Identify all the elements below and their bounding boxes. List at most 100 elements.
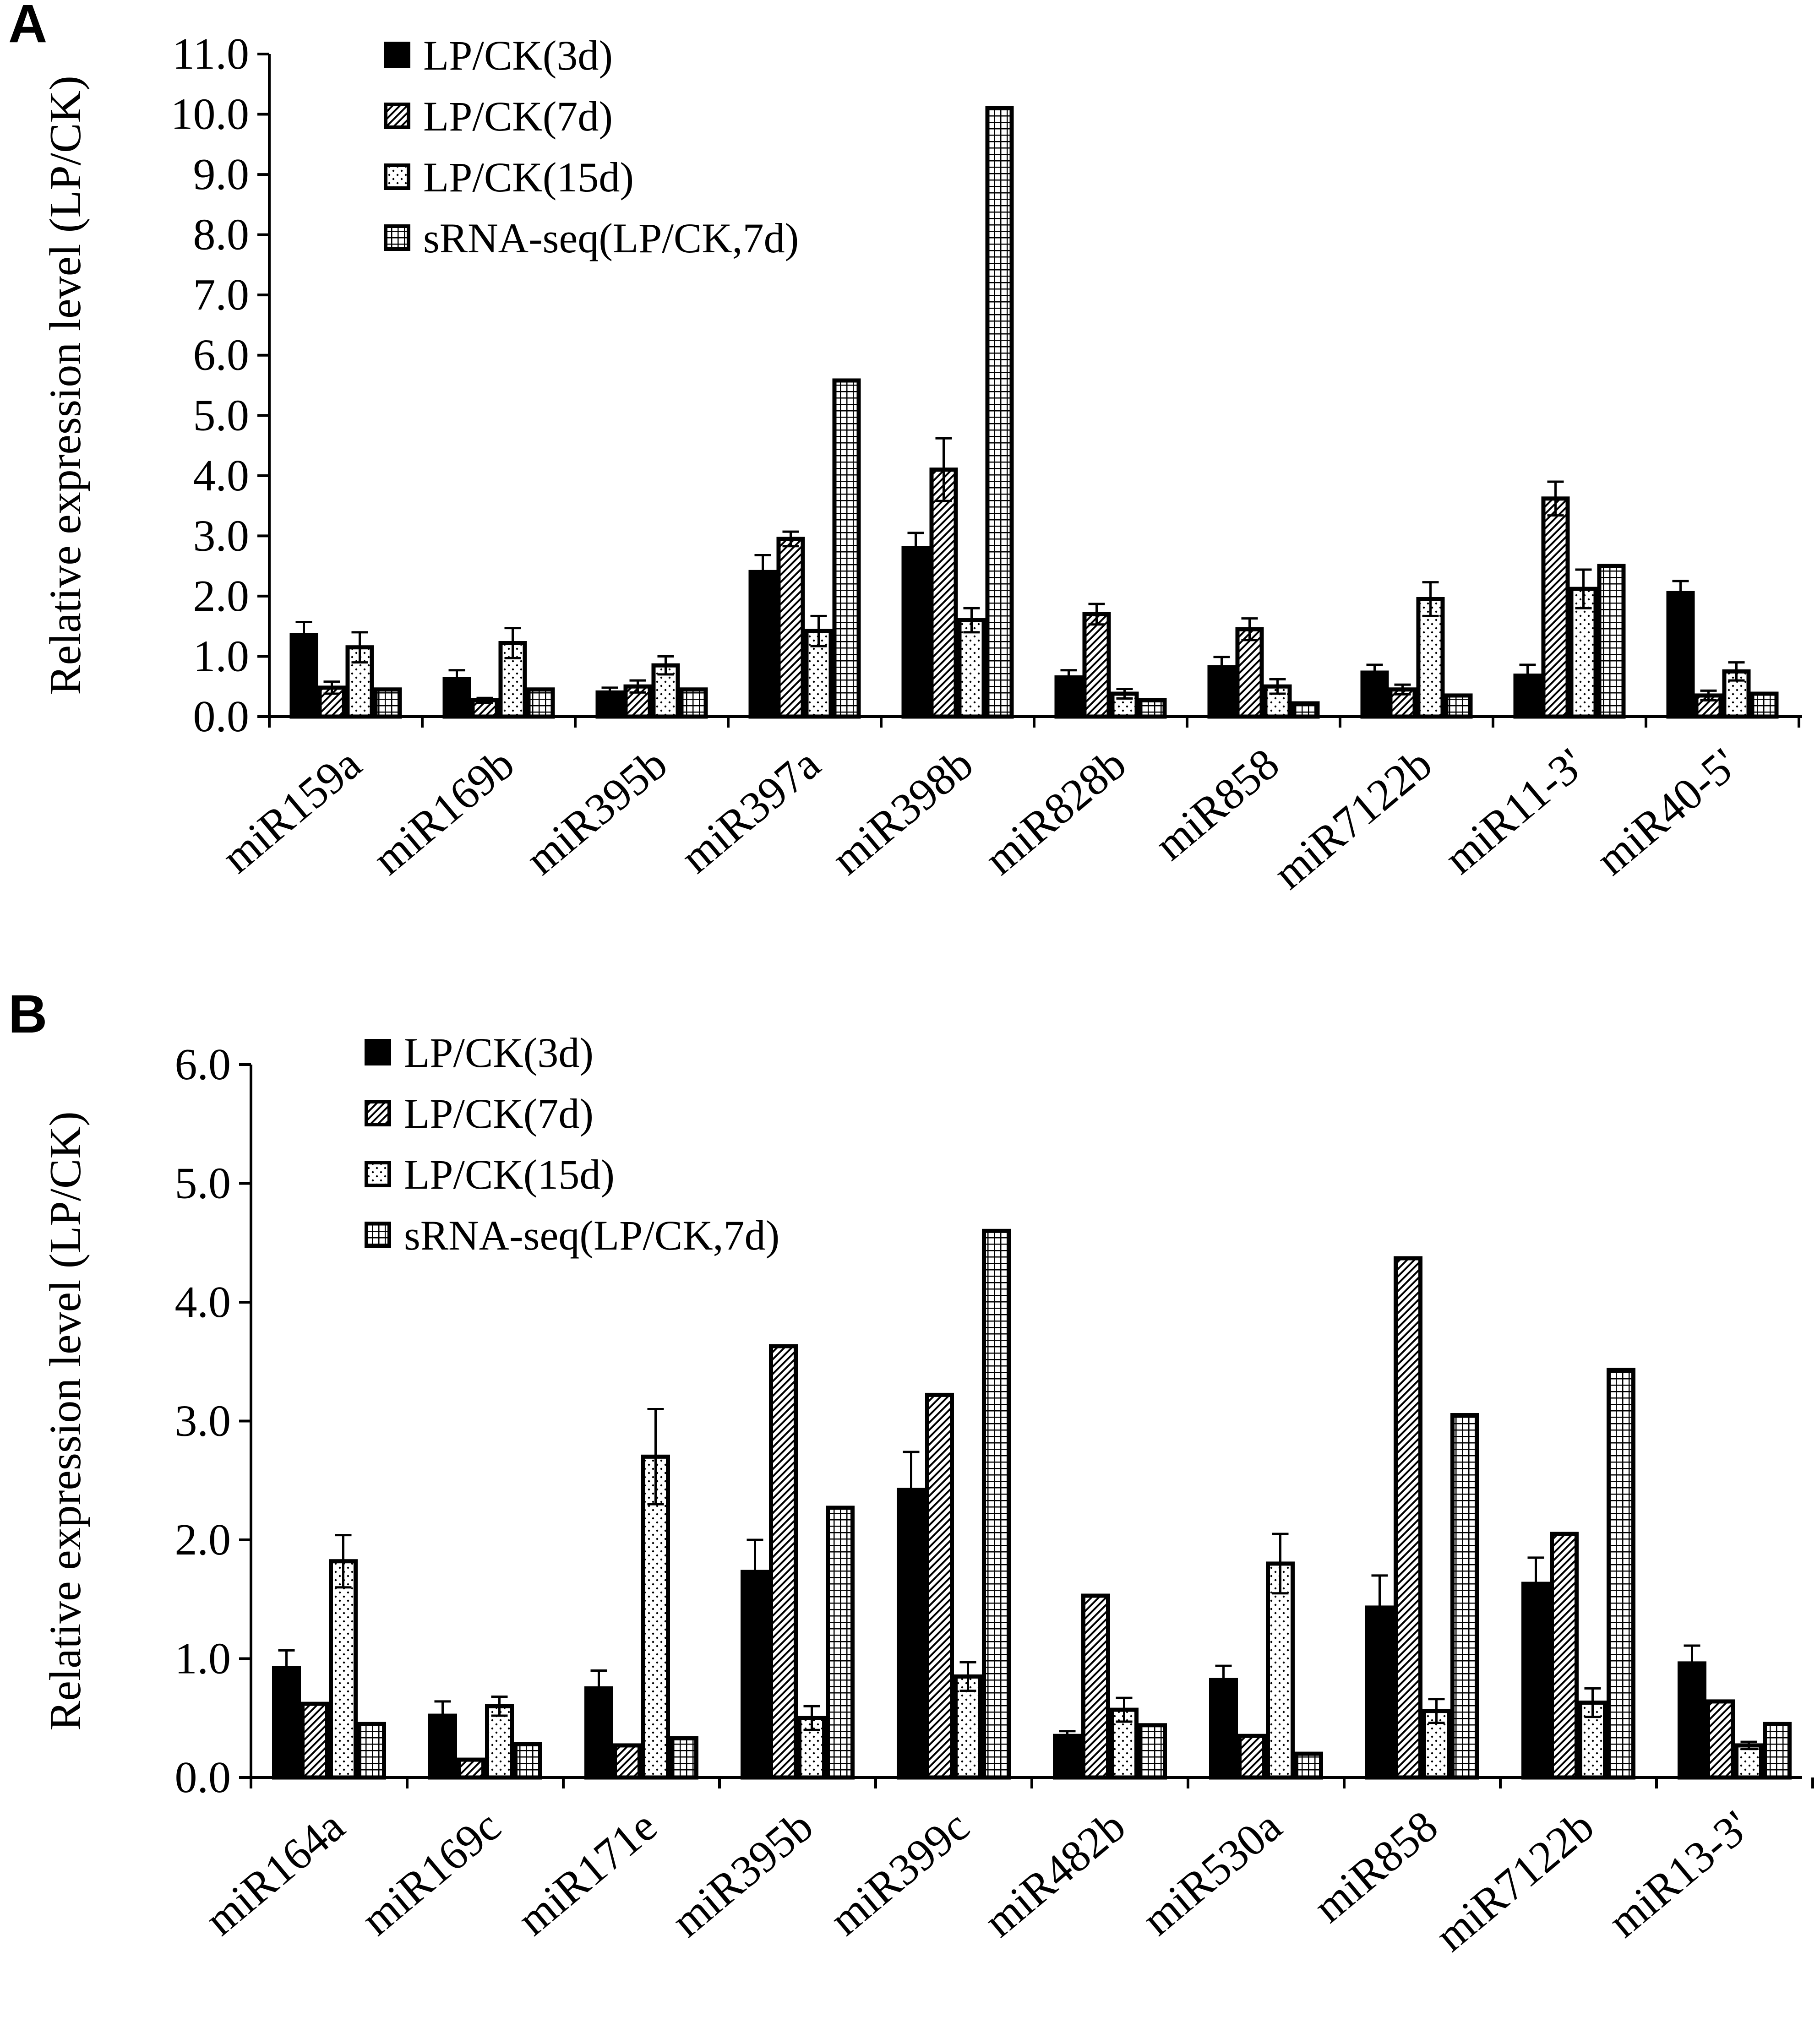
y-tick-label: 4.0	[175, 1277, 231, 1327]
bar-grid	[832, 378, 861, 719]
bar-grid	[1597, 564, 1626, 719]
legend-swatch-diagonal	[384, 103, 410, 129]
y-tick-label: 6.0	[193, 331, 250, 380]
y-tick-label: 5.0	[193, 391, 250, 440]
legend-label: sRNA-seq(LP/CK,7d)	[423, 215, 799, 261]
legend-swatch-dotted	[365, 1161, 391, 1187]
bar-solid	[1209, 1678, 1238, 1780]
bar-grid	[1444, 693, 1473, 719]
category-label: miR399c	[821, 1801, 979, 1945]
legend-swatch-grid	[365, 1222, 391, 1248]
bar-solid	[1521, 1582, 1550, 1780]
y-axis-title: Relative expression level (LP/CK)	[41, 76, 90, 695]
legend-swatch-dotted	[384, 163, 410, 190]
category-label: miR828b	[975, 739, 1135, 884]
y-tick-label: 10.0	[171, 90, 250, 139]
category-label: miR482b	[975, 1801, 1135, 1946]
category-label: miR169b	[364, 739, 523, 884]
bar-diagonal	[769, 1344, 798, 1780]
category-label: miR171e	[508, 1801, 666, 1945]
legend-label: LP/CK(3d)	[423, 32, 613, 79]
bar-solid	[897, 1488, 926, 1780]
legend-label: LP/CK(3d)	[404, 1029, 594, 1076]
y-tick-label: 0.0	[193, 692, 250, 741]
y-tick-label: 8.0	[193, 210, 250, 260]
legend-label: sRNA-seq(LP/CK,7d)	[404, 1212, 779, 1259]
legend-swatch-solid	[384, 42, 410, 68]
bar-diagonal	[1541, 496, 1570, 719]
legend-swatch-solid	[365, 1039, 391, 1065]
bar-diagonal	[1394, 1256, 1422, 1780]
y-tick-label: 4.0	[193, 451, 250, 500]
panel-label: A	[8, 0, 47, 54]
bar-grid	[1294, 1751, 1323, 1780]
bar-solid	[748, 570, 777, 719]
legend-label: LP/CK(7d)	[404, 1090, 594, 1137]
category-label: miR395b	[663, 1801, 823, 1946]
bar-grid	[1450, 1413, 1479, 1780]
bar-solid	[1666, 591, 1695, 719]
category-label: miR858	[1146, 739, 1288, 870]
bar-grid	[373, 687, 402, 719]
category-label: miR11-3'	[1435, 739, 1594, 884]
bar-grid	[526, 687, 555, 719]
panel-label: B	[8, 984, 47, 1044]
bar-solid	[1053, 1734, 1082, 1780]
bar-diagonal	[1081, 1593, 1110, 1780]
bar-diagonal	[1082, 612, 1111, 719]
category-label: miR164a	[196, 1801, 354, 1945]
bar-grid	[1750, 691, 1779, 719]
category-label: miR397a	[671, 739, 829, 883]
y-tick-label: 6.0	[175, 1040, 231, 1089]
chart-panel-B: B 0.0 1.0 2.0 3.0 4.0 5.0 6.0 Relative expressio…	[8, 984, 1814, 1961]
category-label: miR40-5'	[1587, 739, 1747, 885]
bar-solid	[901, 546, 930, 719]
category-label: miR7122b	[1426, 1801, 1603, 1961]
bar-dotted	[329, 1559, 358, 1780]
bar-diagonal	[1237, 1734, 1266, 1780]
bar-grid	[1291, 701, 1320, 719]
category-label: miR7122b	[1264, 739, 1441, 899]
bar-diagonal	[925, 1392, 954, 1780]
y-tick-label: 7.0	[193, 270, 250, 320]
bar-grid	[1138, 698, 1167, 719]
bar-dotted	[641, 1454, 670, 1780]
bar-grid	[1763, 1722, 1792, 1780]
legend-label: LP/CK(15d)	[423, 154, 634, 201]
bar-grid	[357, 1722, 386, 1780]
y-tick-label: 9.0	[193, 150, 250, 199]
legend-label: LP/CK(15d)	[404, 1151, 615, 1198]
bar-dotted	[1734, 1743, 1763, 1780]
y-tick-label: 1.0	[193, 631, 250, 681]
bar-diagonal	[457, 1757, 485, 1780]
bar-diagonal	[613, 1743, 642, 1780]
legend-label: LP/CK(7d)	[423, 93, 613, 140]
y-tick-label: 0.0	[175, 1753, 231, 1802]
bar-diagonal	[1235, 627, 1264, 719]
y-axis-title: Relative expression level (LP/CK)	[41, 1111, 90, 1731]
y-tick-label: 2.0	[193, 571, 250, 621]
category-label: miR398b	[823, 739, 982, 884]
y-tick-label: 1.0	[175, 1634, 231, 1684]
category-label: miR169c	[352, 1801, 510, 1945]
bar-grid	[982, 1228, 1011, 1780]
bar-grid	[670, 1736, 698, 1780]
category-label: miR395b	[517, 739, 676, 884]
bar-diagonal	[776, 537, 805, 719]
y-tick-label: 3.0	[175, 1397, 231, 1446]
bar-grid	[1607, 1368, 1635, 1780]
y-tick-label: 5.0	[175, 1159, 231, 1208]
chart-panel-A: A 0.0 1.0 2.0 3.0 4.0 5.0 6.0 7.0 8.0 9.0 10.0 11.0 R…	[8, 0, 1802, 899]
bar-diagonal	[929, 467, 958, 719]
category-label: miR858	[1304, 1801, 1447, 1932]
bar-dotted	[485, 1704, 514, 1780]
y-tick-label: 11.0	[172, 29, 249, 79]
y-tick-label: 3.0	[193, 511, 250, 560]
legend-swatch-diagonal	[365, 1100, 391, 1126]
bar-diagonal	[1706, 1699, 1735, 1780]
bar-grid	[679, 687, 708, 719]
bar-solid	[1513, 674, 1542, 719]
category-label: miR530a	[1133, 1801, 1291, 1945]
category-label: miR13-3'	[1599, 1801, 1760, 1947]
